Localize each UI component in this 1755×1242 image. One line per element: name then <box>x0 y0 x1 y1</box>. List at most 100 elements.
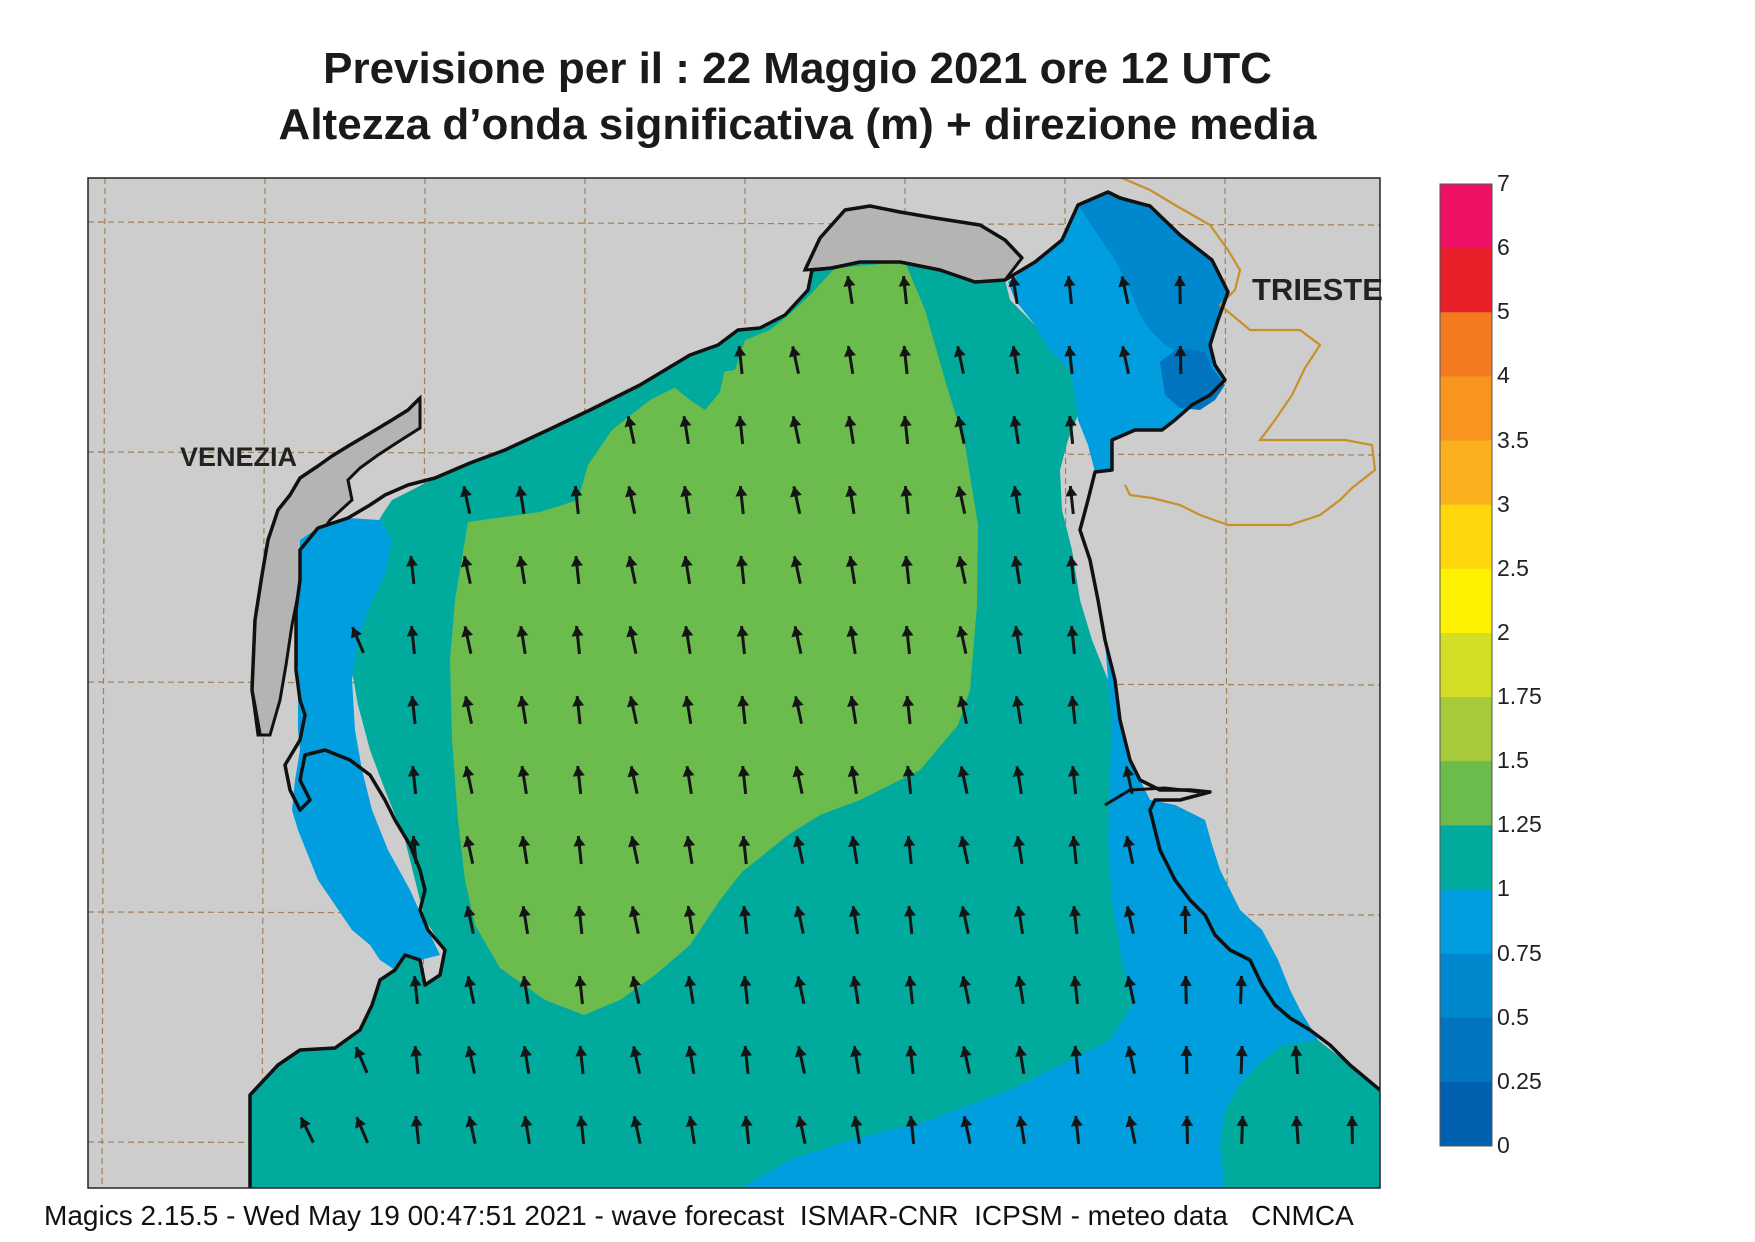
wave-direction-arrowhead <box>410 1046 423 1057</box>
wave-direction-arrowhead <box>1069 976 1082 987</box>
legend-tick-label: 0.25 <box>1497 1067 1542 1094</box>
wave-direction-arrowhead <box>899 346 912 357</box>
wave-direction-arrowhead <box>680 556 693 567</box>
wave-direction-arrowhead <box>1012 766 1025 777</box>
wave-direction-arrowhead <box>1123 836 1135 848</box>
wave-direction-arrowhead <box>1235 1046 1248 1057</box>
wave-direction-arrowhead <box>1066 556 1078 567</box>
legend-tick-label: 0.75 <box>1497 939 1542 966</box>
wave-direction-arrowhead <box>738 836 751 847</box>
wave-direction-arrowhead <box>737 766 750 777</box>
wave-direction-arrowhead <box>300 1117 311 1130</box>
wave-direction-arrowhead <box>847 696 859 707</box>
wave-direction-arrowhead <box>465 1116 478 1128</box>
colorbar-swatch <box>1440 248 1492 313</box>
wave-direction-arrowhead <box>1013 906 1026 917</box>
wave-direction-arrowhead <box>625 486 637 498</box>
wave-direction-arrowhead <box>1070 1046 1083 1057</box>
wave-direction-arrowhead <box>354 1047 366 1059</box>
wave-direction-arrowhead <box>903 836 916 847</box>
wave-direction-arrowhead <box>410 1116 423 1127</box>
wave-direction-arrowhead <box>1014 976 1027 987</box>
wave-direction-arrowhead <box>625 556 638 568</box>
sea-band-1.25-1.5 <box>450 262 978 1015</box>
wave-direction-arrowhead <box>850 1116 863 1127</box>
legend-tick-label: 4 <box>1497 362 1510 389</box>
wave-direction-arrowhead <box>790 486 802 498</box>
wave-direction-arrowhead <box>789 416 802 428</box>
colorbar-swatch <box>1440 1081 1492 1147</box>
wave-direction-arrowhead <box>1069 906 1081 917</box>
wave-direction-arrowhead <box>843 276 856 287</box>
wave-direction-arrowhead <box>408 836 421 847</box>
wave-direction-arrowhead <box>463 906 476 918</box>
wave-direction-arrowhead <box>848 906 861 917</box>
wave-direction-arrowhead <box>847 766 860 777</box>
wave-direction-arrowhead <box>463 836 475 848</box>
wave-direction-arrowhead <box>1290 1046 1303 1057</box>
wave-direction-arrowhead <box>572 766 585 777</box>
wave-direction-arrowhead <box>955 556 968 568</box>
wave-direction-arrowhead <box>1070 1116 1083 1127</box>
trieste-border <box>1121 178 1377 527</box>
wave-direction-arrowhead <box>1010 556 1023 567</box>
wave-direction-arrowhead <box>460 486 472 498</box>
wave-direction-arrowhead <box>1122 766 1135 778</box>
wave-direction-arrowhead <box>520 1116 533 1127</box>
wave-direction-arrowhead <box>957 766 970 778</box>
wave-direction-arrowhead <box>572 696 585 707</box>
legend-tick-label: 3 <box>1497 490 1510 517</box>
wave-direction-arrowhead <box>901 626 914 637</box>
wave-direction-arrowhead <box>734 346 747 357</box>
wave-direction-arrowhead <box>898 276 911 287</box>
wave-direction-arrowhead <box>739 976 752 987</box>
wave-direction-arrowhead <box>849 976 862 987</box>
wave-direction-arrowhead <box>682 696 694 707</box>
colorbar-swatch <box>1440 184 1492 249</box>
wave-direction-arrowhead <box>517 696 529 707</box>
wave-direction-arrowhead <box>518 906 531 917</box>
wave-direction-arrowhead <box>570 486 583 497</box>
wave-direction-arrowhead <box>1346 1116 1359 1127</box>
wave-direction-arrowhead <box>1118 276 1131 288</box>
wave-direction-arrowhead <box>900 486 913 497</box>
wave-direction-arrowhead <box>904 976 917 987</box>
wave-direction-arrowhead <box>461 626 474 638</box>
legend-tick-label: 2 <box>1497 618 1510 645</box>
wave-direction-arrowhead <box>681 626 694 637</box>
wave-direction-arrowhead <box>956 626 969 638</box>
wave-direction-arrowhead <box>515 556 528 567</box>
place-label-venezia: VENEZIA <box>180 442 297 472</box>
wave-direction-arrowhead <box>626 696 639 708</box>
wave-direction-arrowhead <box>519 976 532 987</box>
wave-direction-arrowhead <box>683 836 696 847</box>
wave-direction-arrowhead <box>350 627 362 639</box>
wave-direction-arrowhead <box>628 906 641 918</box>
wave-direction-arrowhead <box>792 766 805 778</box>
legend-tick-label: 5 <box>1497 298 1510 325</box>
wave-direction-arrowhead <box>574 976 587 987</box>
wave-direction-arrowhead <box>1015 1046 1027 1057</box>
wave-direction-arrowhead <box>1008 276 1021 287</box>
wave-direction-arrowhead <box>1013 836 1026 847</box>
wave-direction-arrowhead <box>406 556 418 567</box>
wave-direction-arrowhead <box>790 556 803 568</box>
wave-direction-arrowhead <box>626 626 639 638</box>
wave-direction-arrowhead <box>1063 276 1076 287</box>
wave-direction-arrowhead <box>460 556 473 568</box>
wave-direction-arrowhead <box>406 626 419 637</box>
wave-direction-arrowhead <box>1068 836 1081 847</box>
wave-direction-arrowhead <box>571 626 584 637</box>
sea-band-0.75-1-east <box>742 640 1318 1188</box>
wave-direction-arrowhead <box>905 1046 918 1057</box>
wave-direction-arrowhead <box>629 976 642 988</box>
colorbar-swatch <box>1440 825 1492 890</box>
wave-direction-arrowhead <box>1118 346 1131 358</box>
legend-tick-label: 1.25 <box>1497 811 1542 838</box>
colorbar-swatch <box>1440 312 1492 377</box>
legend-tick-label: 1.75 <box>1497 683 1542 710</box>
wave-direction-arrowhead <box>736 556 748 567</box>
colorbar-swatch <box>1440 1017 1492 1083</box>
wave-direction-arrowhead <box>899 416 912 427</box>
wave-direction-arrowhead <box>629 1046 642 1058</box>
